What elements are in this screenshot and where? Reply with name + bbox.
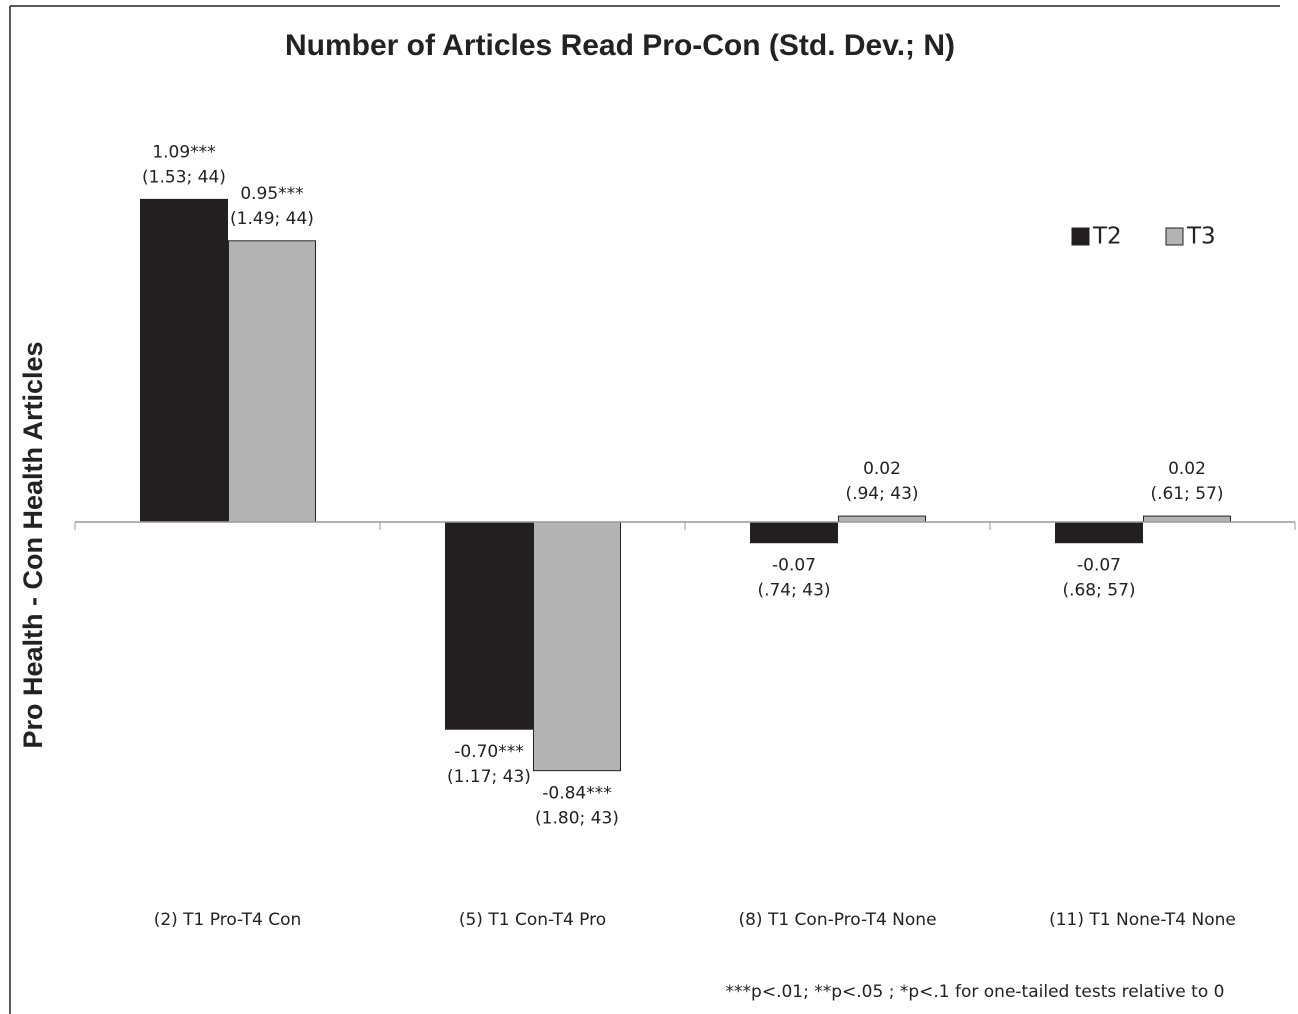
bar	[1055, 521, 1143, 544]
x-tick-label: (8) T1 Con-Pro-T4 None	[738, 910, 936, 930]
data-label: -0.70***	[454, 742, 524, 762]
data-label: -0.07	[772, 556, 816, 576]
data-note: (1.80; 43)	[535, 809, 619, 829]
data-note: (1.17; 43)	[447, 767, 531, 787]
bar	[140, 198, 228, 523]
data-note: (.94; 43)	[845, 484, 918, 504]
bar	[750, 521, 838, 544]
x-tick-label: (5) T1 Con-T4 Pro	[459, 910, 606, 930]
footnote: ***p<.01; **p<.05 ; *p<.1 for one-tailed…	[726, 982, 1225, 1002]
bar	[1143, 515, 1231, 523]
data-note: (.68; 57)	[1062, 581, 1135, 601]
bar	[228, 240, 316, 523]
data-label: 0.02	[863, 459, 901, 479]
legend-swatch	[1071, 227, 1090, 246]
data-label: 0.02	[1168, 459, 1206, 479]
x-tick-label: (2) T1 Pro-T4 Con	[154, 910, 302, 930]
data-label: 0.95***	[240, 184, 303, 204]
bar	[838, 515, 926, 523]
legend-swatch	[1165, 227, 1184, 246]
x-tick-label: (11) T1 None-T4 None	[1049, 910, 1236, 930]
data-note: (1.49; 44)	[230, 209, 314, 229]
data-label: -0.07	[1077, 556, 1121, 576]
data-label: -0.84***	[542, 784, 612, 804]
bar	[533, 521, 621, 772]
y-axis-label: Pro Health - Con Health Articles	[18, 341, 48, 748]
chart-title: Number of Articles Read Pro-Con (Std. De…	[285, 29, 955, 62]
legend-label: T2	[1092, 224, 1122, 250]
data-note: (1.53; 44)	[142, 167, 226, 187]
legend-label: T3	[1186, 224, 1216, 250]
data-note: (.74; 43)	[757, 581, 830, 601]
data-note: (.61; 57)	[1150, 484, 1223, 504]
bar	[445, 521, 533, 730]
data-label: 1.09***	[152, 142, 215, 162]
